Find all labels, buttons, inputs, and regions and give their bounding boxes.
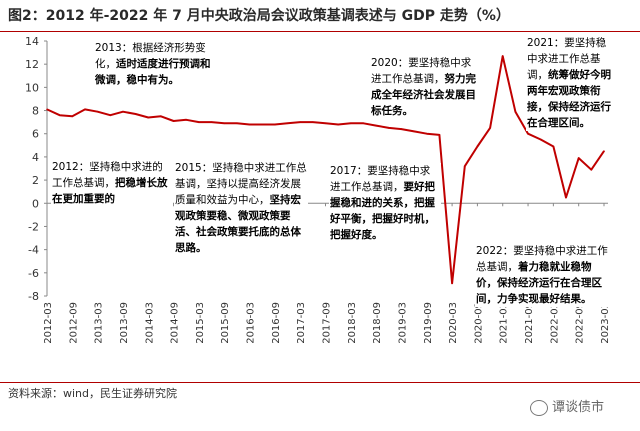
- annotation-2012: 2012：坚持稳中求进的工作总基调，把稳增长放在更加重要的: [51, 159, 173, 207]
- y-tick-label: 12: [25, 58, 39, 71]
- x-tick-label: 2014-03: [144, 302, 155, 344]
- gdp-data-point: [463, 165, 466, 167]
- gdp-data-point: [122, 110, 124, 113]
- annotation-2022: 2022：要坚持稳中求进工作总基调，着力稳就业稳物价，保持经济运行在合理区间，力…: [475, 243, 613, 307]
- x-tick-label: 2016-09: [271, 302, 282, 344]
- annotation-2020: 2020：要坚持稳中求进工作总基调，努力完成全年经济社会发展目标任务。: [370, 55, 482, 119]
- gdp-data-point: [413, 130, 415, 133]
- wechat-icon: [530, 399, 548, 416]
- gdp-data-point: [185, 119, 188, 121]
- gdp-data-point: [514, 110, 517, 113]
- gdp-data-point: [476, 145, 479, 148]
- gdp-data-point: [438, 134, 441, 136]
- source-note: 资料来源：wind，民生证券研究院: [8, 387, 178, 400]
- gdp-data-point: [286, 122, 289, 125]
- x-tick-label: 2015-03: [195, 302, 206, 344]
- annotation-2017: 2017：要坚持稳中求进工作总基调，要好把握稳和进的关系，把握好平衡，把握好时机…: [329, 163, 441, 243]
- y-tick-label: 8: [32, 105, 39, 118]
- annotation-2021: 2021：要坚持稳中求进工作总基调，统筹做好今明两年宏观政策衔接，保持经济运行在…: [526, 35, 616, 131]
- chart-title: 图2：2012 年-2022 年 7 月中央政治局会议政策基调表述与 GDP 走…: [8, 8, 510, 24]
- gdp-data-point: [501, 55, 504, 57]
- x-tick-label: 2022-09: [575, 302, 586, 344]
- gdp-data-point: [46, 108, 48, 111]
- gdp-data-point: [603, 150, 605, 152]
- title-divider: [0, 31, 640, 32]
- x-tick-label: 2020-03: [448, 302, 459, 344]
- gdp-data-point: [387, 127, 390, 129]
- gdp-data-point: [565, 196, 567, 199]
- y-tick-label: 10: [25, 81, 39, 94]
- y-tick-label: -2: [28, 220, 39, 233]
- gdp-data-point: [109, 114, 112, 116]
- x-tick-label: 2023-03: [600, 302, 611, 344]
- x-tick-label: 2021-03: [499, 302, 510, 344]
- gdp-data-point: [539, 138, 542, 141]
- gdp-data-point: [223, 122, 226, 125]
- gdp-data-point: [248, 123, 251, 126]
- gdp-data-point: [172, 120, 175, 122]
- gdp-data-point: [71, 115, 74, 118]
- x-tick-label: 2012-03: [43, 302, 54, 344]
- watermark: 谭谈债市: [530, 396, 604, 416]
- annotation-2013: 2013：根据经济形势变化，适时适度进行预调和微调，稳中有为。: [94, 40, 214, 88]
- x-tick-label: 2014-09: [170, 302, 181, 344]
- gdp-data-point: [84, 108, 86, 111]
- gdp-data-point: [312, 121, 314, 123]
- gdp-data-point: [96, 110, 99, 113]
- x-tick-label: 2018-03: [347, 302, 358, 344]
- annotation-2015: 2015：坚持稳中求进工作总基调，坚持以提高经济发展质量和效益为中心，坚持宏观政…: [174, 160, 308, 256]
- gdp-data-point: [160, 115, 162, 118]
- y-tick-label: 2: [32, 174, 39, 187]
- x-tick-label: 2019-09: [423, 302, 434, 344]
- y-tick-label: -8: [28, 290, 39, 303]
- gdp-data-point: [324, 122, 327, 125]
- gdp-data-point: [425, 132, 428, 135]
- x-tick-label: 2012-09: [68, 302, 79, 344]
- x-tick-label: 2017-09: [322, 302, 333, 344]
- x-tick-label: 2013-09: [119, 302, 130, 344]
- y-tick-label: -6: [28, 267, 39, 280]
- x-tick-label: 2018-09: [372, 302, 383, 344]
- gdp-data-point: [552, 145, 555, 148]
- gdp-data-point: [577, 157, 580, 159]
- gdp-data-point: [337, 123, 339, 126]
- gdp-data-point: [590, 168, 593, 171]
- x-tick-label: 2019-03: [397, 302, 408, 344]
- gdp-data-point: [527, 132, 529, 135]
- gdp-data-point: [400, 128, 403, 130]
- gdp-data-point: [375, 124, 377, 127]
- gdp-data-point: [350, 122, 352, 125]
- y-tick-label: 4: [32, 151, 39, 164]
- x-tick-label: 2022-03: [549, 302, 560, 344]
- x-tick-label: 2016-03: [246, 302, 257, 344]
- gdp-data-point: [274, 123, 276, 126]
- y-tick-label: -4: [28, 244, 39, 257]
- gdp-data-point: [198, 121, 200, 123]
- gdp-data-point: [58, 114, 61, 116]
- x-tick-label: 2021-09: [524, 302, 535, 344]
- gdp-data-point: [299, 121, 301, 123]
- y-tick-label: 0: [32, 197, 39, 210]
- gdp-data-point: [134, 113, 137, 115]
- y-tick-label: 14: [25, 35, 39, 48]
- gdp-data-point: [210, 121, 213, 123]
- x-tick-label: 2017-03: [296, 302, 307, 344]
- gdp-data-point: [489, 127, 491, 129]
- gdp-data-point: [236, 122, 238, 125]
- x-tick-label: 2013-03: [94, 302, 105, 344]
- gdp-data-point: [362, 122, 365, 125]
- gdp-data-point: [261, 123, 264, 126]
- x-tick-label: 2015-09: [220, 302, 231, 344]
- gdp-data-point: [451, 282, 453, 285]
- x-tick-label: 2020-09: [473, 302, 484, 344]
- source-divider: [0, 382, 640, 383]
- gdp-data-point: [147, 116, 150, 119]
- y-tick-label: 6: [32, 128, 39, 141]
